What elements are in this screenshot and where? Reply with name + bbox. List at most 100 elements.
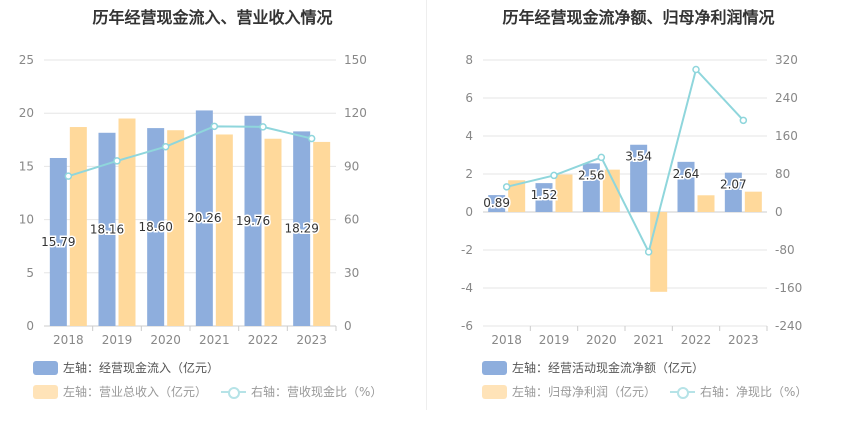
bar: [98, 132, 116, 326]
left-axis-tick-label: -6: [461, 319, 473, 333]
left-legend-row-2: 左轴：营业总收入（亿元） 右轴：营收现金比（%）: [33, 383, 396, 400]
left-axis-tick-label: -4: [461, 281, 473, 295]
legend-item-cash-inflow[interactable]: 左轴：经营现金流入（亿元）: [33, 359, 219, 376]
ratio-point: [502, 183, 511, 191]
legend-label: 右轴：净现比（%）: [700, 385, 808, 399]
x-axis-tick-label: 2020: [150, 333, 181, 347]
right-chart-plot: -6 -4 -2 0 2 4 6 8 -240 -160 -80 0 80 160 240 320 2018 20…: [461, 53, 802, 347]
left-chart-title: 历年经营现金流入、营业收入情况: [92, 8, 333, 27]
ratio-point: [307, 134, 316, 143]
panel-divider: [426, 0, 427, 410]
bar: [555, 174, 573, 212]
left-chart-panel: 历年经营现金流入、营业收入情况 0 5 10 15 20 25 0 30 60 90 120 150 2…: [19, 8, 396, 400]
bar: [167, 130, 185, 326]
left-axis-tick-label: -2: [461, 243, 473, 257]
left-axis-tick-label: 20: [19, 106, 34, 120]
bar-data-label: 2.56: [578, 168, 605, 182]
right-axis-tick-label: 90: [344, 159, 359, 173]
bar: [650, 212, 668, 292]
legend-item-cash-ratio[interactable]: 右轴：净现比（%）: [670, 383, 807, 400]
bar-data-label: 2.64: [673, 167, 700, 181]
bar-data-label: 18.29: [284, 222, 318, 236]
bar: [49, 157, 67, 326]
legend-label: 左轴：营业总收入（亿元）: [63, 385, 208, 399]
bar: [677, 161, 695, 212]
bar: [244, 115, 262, 326]
bar: [147, 128, 165, 326]
x-axis-tick-label: 2020: [586, 333, 617, 347]
bar: [264, 138, 282, 326]
legend-label: 左轴：经营活动现金流净额（亿元）: [512, 361, 705, 375]
bar-data-label: 19.76: [236, 214, 270, 228]
bar-data-label: 18.16: [90, 222, 124, 236]
right-chart-title: 历年经营现金流净额、归母净利润情况: [502, 8, 775, 27]
bar: [215, 134, 233, 326]
bar: [293, 131, 311, 326]
left-axis-tick-label: 10: [19, 213, 34, 227]
bar-data-label: 1.52: [531, 188, 558, 202]
bar: [697, 195, 715, 212]
ratio-point: [64, 172, 73, 180]
bar-data-label: 3.54: [625, 150, 652, 164]
x-axis-tick-label: 2022: [248, 333, 279, 347]
bar: [582, 163, 600, 212]
legend-item-revenue[interactable]: 左轴：营业总收入（亿元）: [33, 383, 207, 400]
legend-label: 左轴：归母净利润（亿元）: [512, 385, 657, 399]
left-axis-tick-label: 0: [26, 319, 34, 333]
right-axis-tick-label: -80: [775, 243, 795, 257]
bar: [69, 127, 87, 326]
ratio-point: [597, 153, 606, 162]
right-axis-tick-label: 30: [344, 266, 359, 280]
right-axis-tick-label: 150: [344, 53, 367, 67]
left-axis-tick-label: 8: [465, 53, 473, 67]
legend-item-ratio[interactable]: 右轴：营收现金比（%）: [221, 383, 382, 400]
bar: [535, 183, 553, 212]
ratio-point: [210, 122, 219, 131]
right-axis-tick-label: -160: [775, 281, 802, 295]
ratio-line: [68, 125, 312, 178]
bar: [488, 195, 506, 212]
x-axis-tick-label: 2023: [296, 333, 327, 347]
right-chart-panel: 历年经营现金流净额、归母净利润情况 -6 -4 -2 0 2 4 6 8 -240 -160 -80…: [427, 0, 850, 437]
bar: [724, 172, 742, 212]
ratio-point: [113, 157, 121, 165]
left-axis-tick-label: 5: [26, 266, 34, 280]
legend-item-net-cash-flow[interactable]: 左轴：经营活动现金流净额（亿元）: [482, 359, 704, 376]
bar: [744, 191, 762, 212]
left-axis-tick-label: 6: [465, 91, 473, 105]
bar-data-label: 18.60: [138, 220, 172, 234]
legend-line-icon: [670, 385, 696, 399]
left-axis-tick-label: 25: [19, 53, 34, 67]
ratio-point: [644, 248, 653, 256]
legend-swatch-blue: [482, 360, 507, 375]
legend-swatch-orange: [482, 384, 507, 399]
right-axis-tick-label: 60: [344, 213, 359, 227]
x-axis-tick-label: 2023: [728, 333, 759, 347]
x-axis-tick-label: 2018: [53, 333, 84, 347]
legend-item-net-profit[interactable]: 左轴：归母净利润（亿元）: [482, 383, 656, 400]
right-legend-row-1: 左轴：经营活动现金流净额（亿元）: [482, 359, 718, 376]
legend-swatch-orange: [33, 384, 58, 399]
left-axis-tick-label: 4: [465, 129, 473, 143]
left-axis-tick-label: 2: [465, 167, 473, 181]
right-axis-tick-label: 120: [344, 106, 367, 120]
right-axis-tick-label: 240: [775, 91, 798, 105]
ratio-line: [506, 67, 745, 255]
right-legend-row-2: 左轴：归母净利润（亿元） 右轴：净现比（%）: [482, 383, 821, 400]
bar: [602, 169, 620, 212]
right-axis-tick-label: 80: [775, 167, 790, 181]
left-chart-plot: 0 5 10 15 20 25 0 30 60 90 120 150 2018 2019 2020 2021 2…: [19, 53, 367, 347]
x-axis-tick-label: 2019: [539, 333, 570, 347]
bar: [118, 118, 136, 327]
ratio-point: [161, 142, 170, 151]
bar-data-label: 20.26: [187, 211, 221, 225]
bar: [508, 180, 526, 212]
x-axis-tick-label: 2021: [633, 333, 664, 347]
right-axis-tick-label: 320: [775, 53, 798, 67]
x-axis-tick-label: 2018: [491, 333, 522, 347]
bar-data-label: 0.89: [483, 196, 510, 210]
bar: [195, 110, 213, 327]
right-axis-tick-label: 0: [775, 205, 783, 219]
right-axis-tick-label: -240: [775, 319, 802, 333]
ratio-point: [692, 65, 700, 74]
